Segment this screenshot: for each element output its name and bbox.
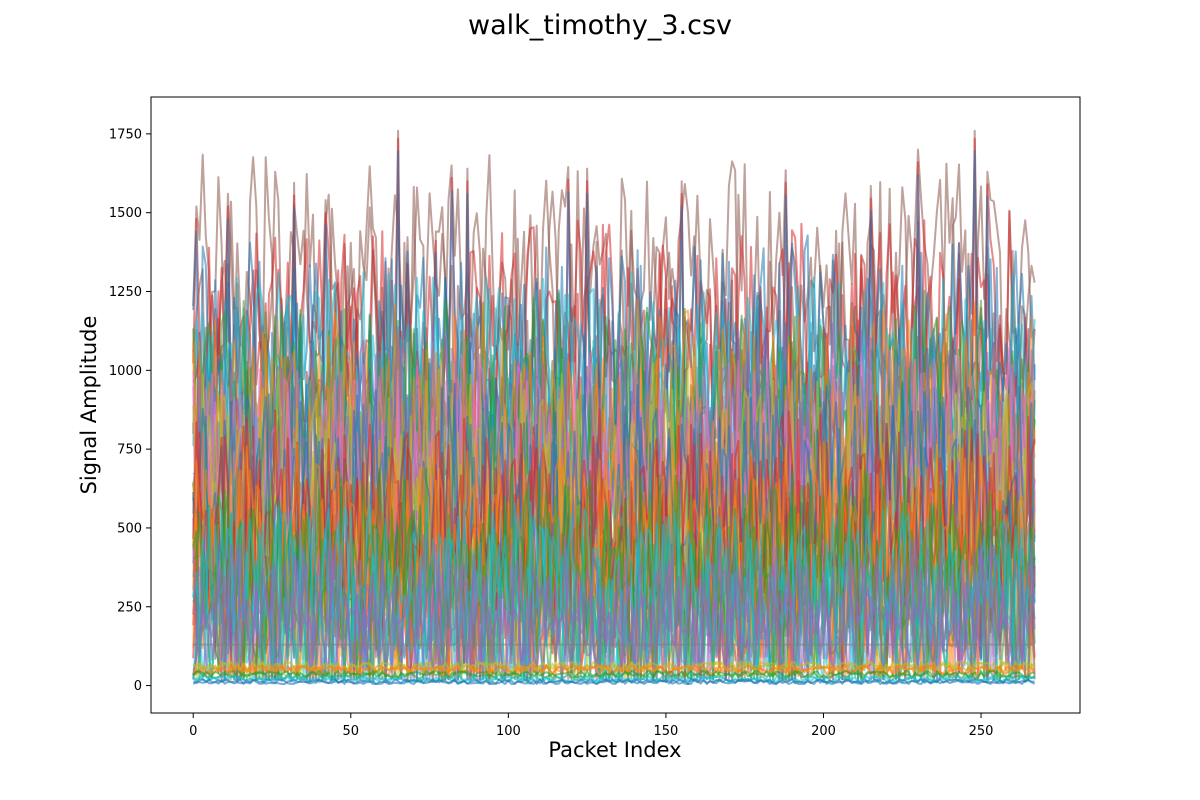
y-tick-label: 1000 — [109, 364, 142, 379]
chart-title: walk_timothy_3.csv — [467, 10, 732, 41]
x-tick-label: 50 — [343, 724, 360, 739]
series-line — [192, 678, 1035, 685]
series-line — [192, 538, 1036, 681]
x-tick-label: 200 — [811, 724, 836, 739]
y-tick-label: 1250 — [109, 285, 142, 300]
series-line — [193, 661, 1035, 673]
x-axis-label: Packet Index — [548, 738, 681, 762]
y-axis-label: Signal Amplitude — [77, 316, 101, 495]
y-tick-label: 1500 — [109, 206, 142, 221]
y-tick-label: 750 — [117, 443, 142, 458]
x-tick-label: 0 — [189, 724, 197, 739]
x-tick-label: 100 — [496, 724, 521, 739]
y-axis: 0 250 500 750 1000 1250 1500 1750 — [109, 127, 151, 694]
plot-frame — [150, 96, 1081, 714]
x-tick-label: 150 — [654, 724, 679, 739]
y-tick-label: 250 — [117, 600, 142, 615]
series-layer — [192, 129, 1036, 685]
y-tick-label: 0 — [134, 679, 142, 694]
y-tick-label: 1750 — [109, 127, 142, 142]
x-axis: 0 50 100 150 200 250 — [189, 713, 993, 739]
x-tick-label: 250 — [969, 724, 994, 739]
y-tick-label: 500 — [117, 521, 142, 536]
